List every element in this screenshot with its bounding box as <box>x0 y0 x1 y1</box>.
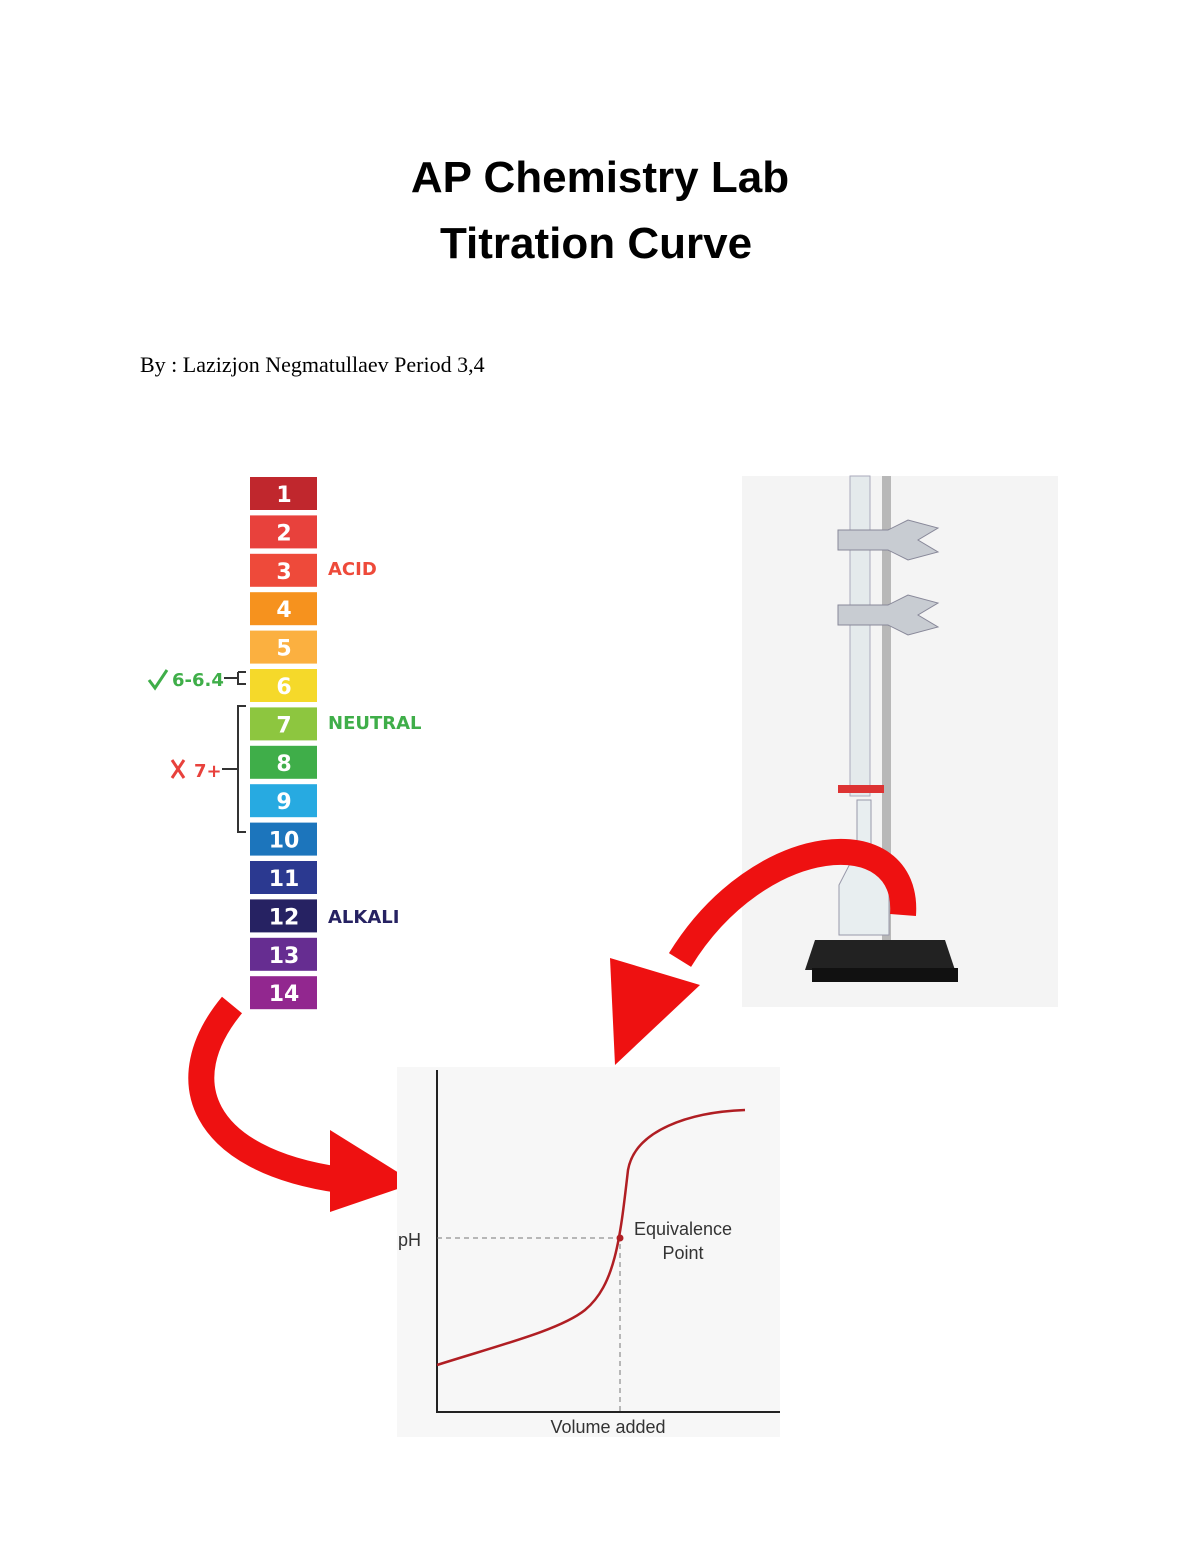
ph-number: 12 <box>269 905 300 930</box>
y-label: pH <box>398 1230 421 1250</box>
bracket <box>222 705 246 833</box>
ph-number: 4 <box>276 598 291 623</box>
ph-box <box>250 669 317 702</box>
title-line: Titration Curve <box>440 219 752 268</box>
ph-box <box>250 707 317 741</box>
ph-box <box>250 976 317 1010</box>
ph-box <box>250 477 317 510</box>
ph-box <box>250 553 317 587</box>
x-label: Volume added <box>550 1417 665 1437</box>
ph-box <box>250 784 317 818</box>
ph-number: 9 <box>276 790 291 815</box>
ph-number: 14 <box>269 982 300 1007</box>
ph-box <box>250 630 317 664</box>
ph-number: 2 <box>276 521 291 546</box>
neutral-label: NEUTRAL <box>328 713 422 734</box>
cross-icon <box>170 759 186 779</box>
ph-number: 11 <box>269 867 300 892</box>
check-icon <box>147 669 169 691</box>
point-label: Point <box>662 1243 703 1263</box>
connector <box>224 671 246 685</box>
byline: By : Lazizjon Negmatullaev Period 3,4 <box>140 352 485 377</box>
titration-curve: pH Equivalence Point Volume added <box>397 1067 780 1437</box>
ph-box <box>250 822 317 856</box>
arrow <box>188 838 917 1212</box>
ph-box <box>250 899 317 933</box>
ph-box <box>250 515 317 549</box>
ph-number: 13 <box>269 944 300 969</box>
ph-box <box>250 937 317 971</box>
ok-range: 6-6.4 <box>172 670 224 691</box>
ph-box <box>250 861 317 894</box>
ph-box <box>250 592 317 626</box>
ph-number: 3 <box>276 560 291 585</box>
apparatus-photo <box>742 475 1058 1007</box>
point-label: Equivalence <box>634 1219 732 1239</box>
ph-number: 1 <box>276 483 291 508</box>
alkali-label: ALKALI <box>328 907 399 928</box>
ph-number: 5 <box>276 637 291 662</box>
ph-number: 8 <box>276 752 291 777</box>
ph-number: 10 <box>269 829 300 854</box>
ph-number: 6 <box>276 675 291 700</box>
title-line: AP Chemistry Lab <box>411 153 789 202</box>
ph-number: 7 <box>276 713 291 738</box>
ph-box <box>250 745 317 779</box>
acid-label: ACID <box>328 559 377 580</box>
bad-range: 7+ <box>194 761 222 782</box>
